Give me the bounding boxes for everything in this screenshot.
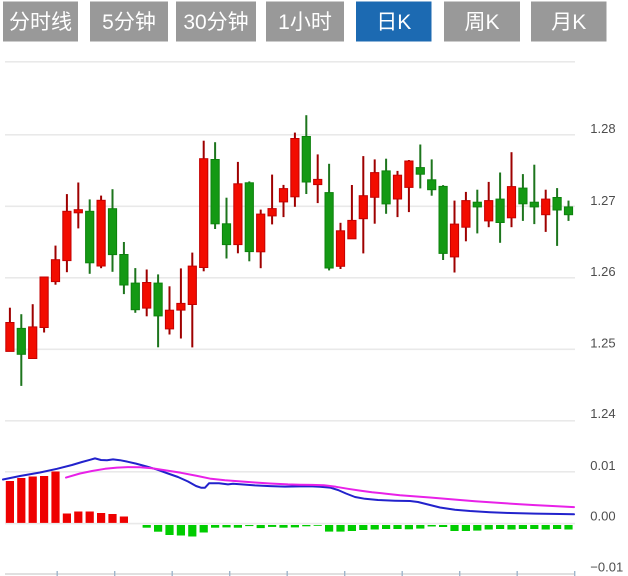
svg-text:0.01: 0.01	[590, 458, 615, 473]
svg-text:月K: 月K	[551, 11, 586, 34]
svg-text:1.27: 1.27	[590, 193, 615, 208]
svg-text:1.24: 1.24	[590, 406, 615, 421]
svg-text:0.00: 0.00	[590, 509, 615, 524]
svg-text:1.26: 1.26	[590, 264, 615, 279]
svg-text:日K: 日K	[376, 11, 411, 34]
svg-text:−0.01: −0.01	[590, 559, 623, 574]
svg-text:5分钟: 5分钟	[102, 11, 156, 34]
svg-text:1.28: 1.28	[590, 121, 615, 136]
svg-text:30分钟: 30分钟	[183, 11, 248, 34]
svg-text:分时线: 分时线	[9, 11, 72, 34]
svg-text:周K: 周K	[464, 11, 499, 34]
svg-text:1小时: 1小时	[278, 11, 332, 34]
svg-text:1.25: 1.25	[590, 336, 615, 351]
